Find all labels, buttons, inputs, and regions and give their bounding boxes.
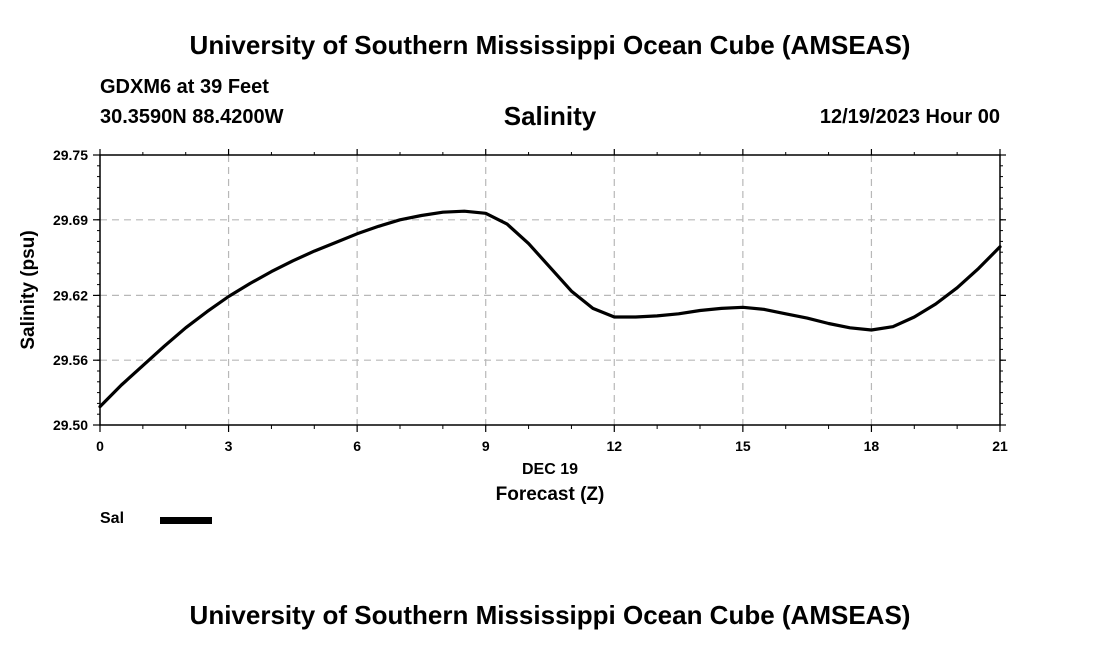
- y-tick-label: 29.62: [53, 287, 88, 303]
- station-coordinates: 30.3590N 88.4200W: [100, 106, 284, 128]
- y-axis-title: Salinity (psu): [18, 230, 39, 349]
- station-label: GDXM6 at 39 Feet: [100, 76, 269, 98]
- y-tick-label: 29.50: [53, 417, 88, 433]
- forecast-datetime: 12/19/2023 Hour 00: [819, 106, 1000, 128]
- x-tick-label: 3: [225, 438, 233, 454]
- chart-ticks: [93, 149, 1006, 432]
- footer-title: University of Southern Mississippi Ocean…: [189, 600, 911, 630]
- x-axis-date-label: DEC 19: [522, 461, 578, 478]
- x-tick-label: 15: [735, 438, 751, 454]
- legend-swatch: [160, 517, 212, 524]
- chart-title: Salinity: [503, 101, 597, 131]
- chart-grid: [100, 155, 1000, 425]
- page-title: University of Southern Mississippi Ocean…: [189, 30, 911, 60]
- plot-frame: [99, 154, 1001, 426]
- y-tick-label: 29.56: [53, 352, 88, 368]
- x-tick-label: 12: [606, 438, 622, 454]
- x-tick-label: 0: [96, 438, 104, 454]
- x-tick-label: 21: [992, 438, 1008, 454]
- salinity-series-line: [98, 209, 1002, 409]
- x-axis-title: Forecast (Z): [496, 484, 605, 505]
- x-tick-label: 9: [482, 438, 490, 454]
- x-tick-label: 6: [353, 438, 361, 454]
- legend-label: Sal: [100, 510, 125, 527]
- x-tick-label: 18: [864, 438, 880, 454]
- y-tick-label: 29.69: [53, 212, 88, 228]
- y-tick-label: 29.75: [53, 147, 88, 163]
